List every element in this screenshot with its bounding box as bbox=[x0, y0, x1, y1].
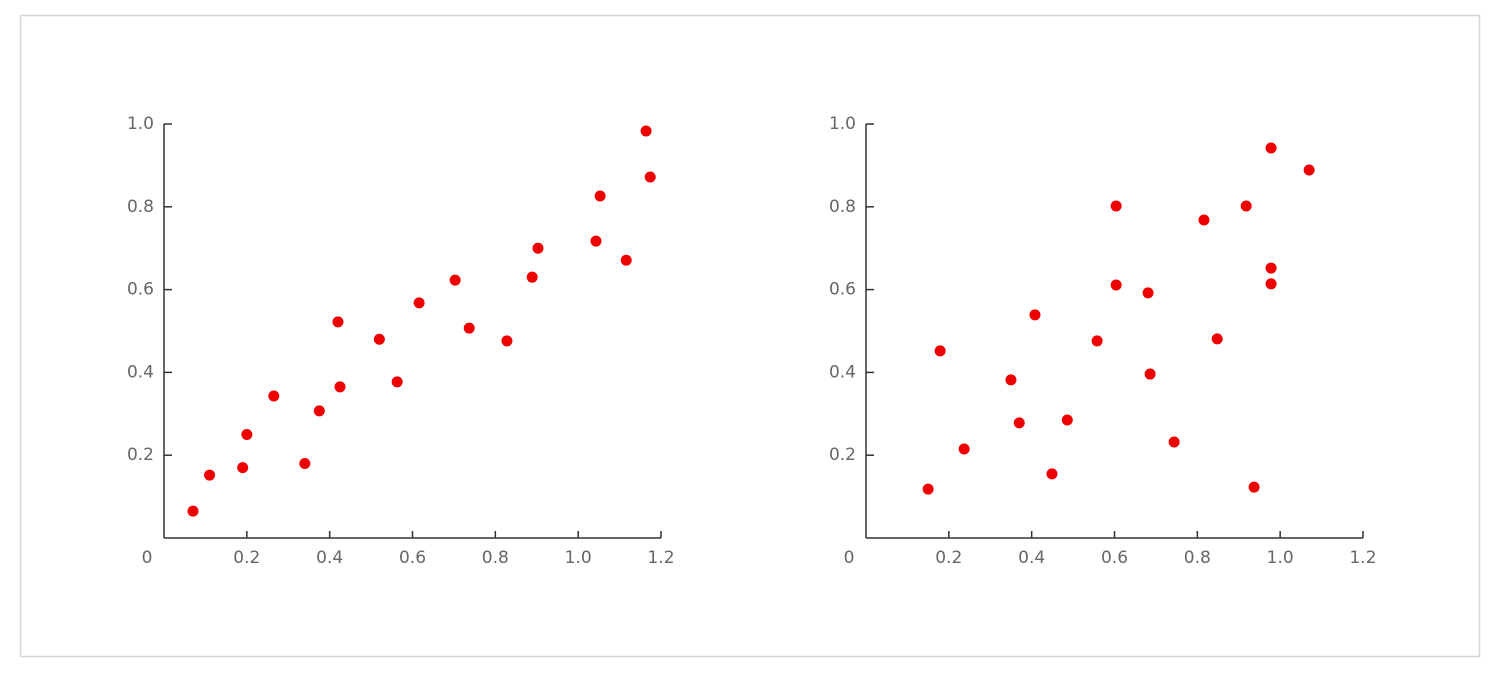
scatter-point bbox=[1142, 287, 1154, 299]
scatter-point bbox=[1265, 142, 1277, 154]
scatter-point bbox=[1091, 335, 1103, 347]
y-tick-label: 0.6 bbox=[127, 280, 154, 300]
origin-label: 0 bbox=[142, 548, 153, 568]
scatter-point bbox=[501, 335, 513, 347]
scatter-point bbox=[1198, 214, 1210, 226]
scatter-point bbox=[332, 316, 344, 328]
scatter-point bbox=[1265, 262, 1277, 274]
scatter-point bbox=[187, 505, 199, 517]
x-tick-label: 0.6 bbox=[1101, 548, 1128, 568]
scatter-point bbox=[391, 376, 403, 388]
scatter-point bbox=[1240, 200, 1252, 212]
x-tick-label: 0.4 bbox=[1018, 548, 1045, 568]
scatter-point bbox=[1144, 368, 1156, 380]
scatter-point bbox=[640, 125, 652, 137]
y-tick-label: 0.8 bbox=[127, 197, 154, 217]
scatter-point bbox=[1029, 309, 1041, 321]
scatter-point bbox=[1248, 481, 1260, 493]
x-tick-label: 1.0 bbox=[565, 548, 592, 568]
y-tick-label: 0.6 bbox=[829, 280, 856, 300]
scatter-point bbox=[532, 242, 544, 254]
y-tick-label: 1.0 bbox=[127, 114, 154, 134]
scatter-point bbox=[590, 235, 602, 247]
scatter-point bbox=[1013, 417, 1025, 429]
scatter-point bbox=[1005, 374, 1017, 386]
scatter-point bbox=[1168, 436, 1180, 448]
y-tick-label: 0.2 bbox=[127, 445, 154, 465]
x-tick-label: 1.0 bbox=[1267, 548, 1294, 568]
origin-label: 0 bbox=[844, 548, 855, 568]
scatter-point bbox=[594, 190, 606, 202]
scatter-point bbox=[1046, 468, 1058, 480]
scatter-point bbox=[958, 443, 970, 455]
scatter-point bbox=[1110, 279, 1122, 291]
scatter-point bbox=[1110, 200, 1122, 212]
y-tick-label: 0.8 bbox=[829, 197, 856, 217]
scatter-point bbox=[299, 457, 311, 469]
scatter-point bbox=[268, 390, 280, 402]
panel-border bbox=[19, 14, 1481, 658]
x-tick-label: 1.2 bbox=[1349, 548, 1376, 568]
y-tick-label: 0.4 bbox=[829, 362, 856, 382]
scatter-point bbox=[620, 254, 632, 266]
x-tick-label: 0.8 bbox=[1184, 548, 1211, 568]
scatter-point bbox=[644, 171, 656, 183]
y-tick-label: 1.0 bbox=[829, 114, 856, 134]
scatter-point bbox=[237, 462, 249, 474]
scatter-point bbox=[1061, 414, 1073, 426]
scatter-point bbox=[413, 297, 425, 309]
scatter-point bbox=[449, 274, 461, 286]
scatter-point bbox=[204, 469, 216, 481]
x-tick-label: 0.2 bbox=[233, 548, 260, 568]
scatter-point bbox=[1211, 333, 1223, 345]
scatter-point bbox=[1303, 164, 1315, 176]
scatter-point bbox=[922, 483, 934, 495]
scatter-point bbox=[334, 381, 346, 393]
x-tick-label: 0.6 bbox=[399, 548, 426, 568]
scatter-point bbox=[463, 322, 475, 334]
y-tick-label: 0.2 bbox=[829, 445, 856, 465]
x-tick-label: 0.8 bbox=[482, 548, 509, 568]
x-tick-label: 1.2 bbox=[647, 548, 674, 568]
scatter-point bbox=[526, 271, 538, 283]
scatter-point bbox=[373, 333, 385, 345]
scatter-point bbox=[313, 405, 325, 417]
x-tick-label: 0.2 bbox=[935, 548, 962, 568]
scatter-point bbox=[1265, 278, 1277, 290]
scatter-point bbox=[241, 429, 253, 440]
x-tick-label: 0.4 bbox=[316, 548, 343, 568]
scatter-point bbox=[934, 345, 946, 357]
y-tick-label: 0.4 bbox=[127, 362, 154, 382]
